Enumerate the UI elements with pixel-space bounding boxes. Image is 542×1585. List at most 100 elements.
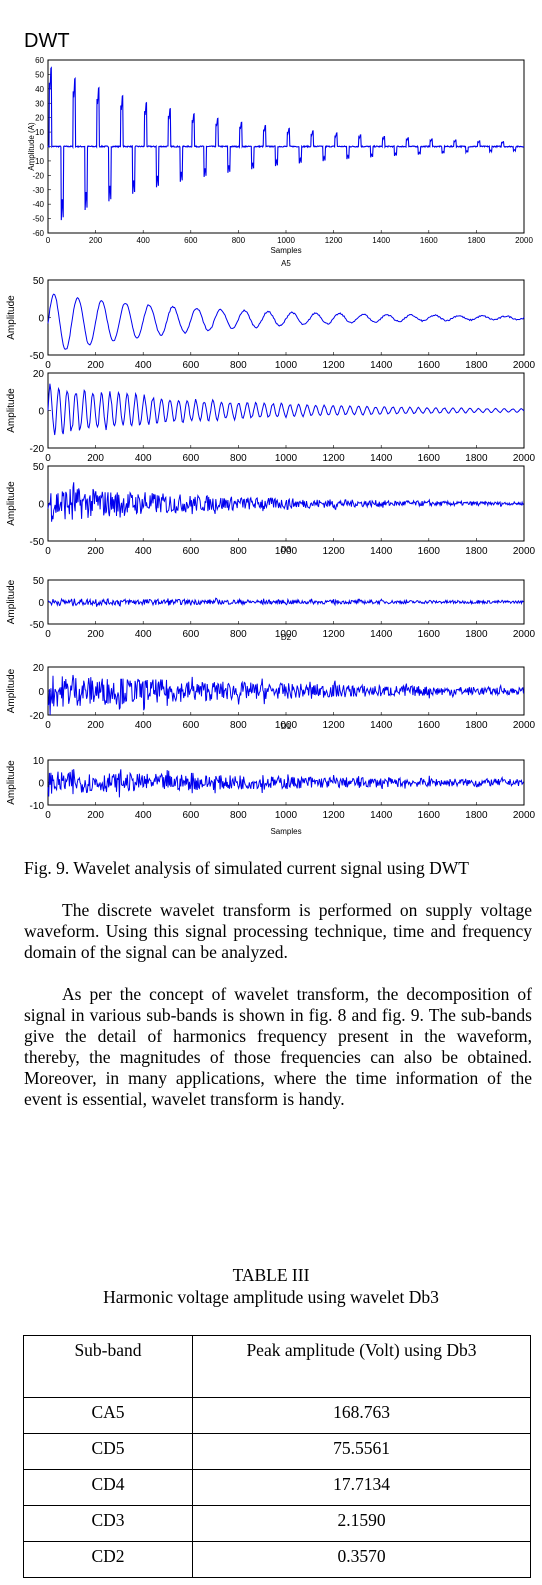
y-tick-label: 0 xyxy=(38,687,44,698)
y-tick-label: 20 xyxy=(35,114,44,123)
x-tick-label: 600 xyxy=(182,453,199,464)
x-tick-label: 1800 xyxy=(468,236,486,245)
x-tick-label: 1200 xyxy=(322,629,345,640)
x-tick-label: 1000 xyxy=(277,236,295,245)
x-tick-label: 200 xyxy=(87,453,104,464)
x-tick-label: 200 xyxy=(89,236,103,245)
y-tick-label: 0 xyxy=(38,598,44,609)
x-tick-label: 600 xyxy=(182,720,199,731)
y-tick-label: -50 xyxy=(30,351,45,362)
table-cell: CD5 xyxy=(23,1433,193,1470)
x-tick-label: 1200 xyxy=(322,546,345,557)
paragraph-1: The discrete wavelet transform is perfor… xyxy=(24,900,532,962)
x-tick-label: 600 xyxy=(182,546,199,557)
signal-line xyxy=(47,674,524,715)
x-tick-label: 1800 xyxy=(465,360,488,371)
table-row: CA5 168.763 xyxy=(23,1397,531,1434)
x-tick-label: 800 xyxy=(230,546,247,557)
table-row: CD5 75.5561 xyxy=(23,1433,531,1470)
x-tick-label: 2000 xyxy=(513,360,536,371)
x-tick-label: 1600 xyxy=(418,546,441,557)
x-tick-label: 1000 xyxy=(275,453,298,464)
table-title: TABLE III xyxy=(232,1265,310,1285)
x-tick-label: 400 xyxy=(137,236,151,245)
signal-line xyxy=(47,383,525,436)
subplot-frame xyxy=(47,372,525,449)
x-tick-label: 200 xyxy=(87,720,104,731)
y-tick-label: -40 xyxy=(32,200,44,209)
y-axis-label: Amplitude xyxy=(6,481,17,526)
x-tick-label: 800 xyxy=(230,453,247,464)
table-cell: 168.763 xyxy=(192,1397,531,1434)
x-tick-label: 1000 xyxy=(275,546,298,557)
table-row: CD4 17.7134 xyxy=(23,1469,531,1506)
x-tick-label: 400 xyxy=(135,360,152,371)
y-axis-label: Amplitude xyxy=(6,295,17,340)
y-tick-label: -60 xyxy=(32,229,44,238)
table-cell: 75.5561 xyxy=(192,1433,531,1470)
subplot-frame xyxy=(47,279,525,356)
x-tick-label: 0 xyxy=(45,453,51,464)
x-tick-label: 200 xyxy=(87,629,104,640)
table-cell: CD3 xyxy=(23,1505,193,1542)
subplot-label: D1 xyxy=(281,722,292,731)
x-tick-label: 1200 xyxy=(322,453,345,464)
y-tick-label: 50 xyxy=(33,576,45,587)
figure-caption: Fig. 9. Wavelet analysis of simulated cu… xyxy=(24,858,469,878)
x-tick-label: 1400 xyxy=(370,546,393,557)
x-tick-label: 800 xyxy=(230,720,247,731)
x-tick-label: 400 xyxy=(135,629,152,640)
x-tick-label: 1400 xyxy=(370,360,393,371)
x-tick-label: 1400 xyxy=(370,629,393,640)
y-tick-label: -10 xyxy=(32,157,44,166)
x-tick-label: 1400 xyxy=(372,236,390,245)
x-tick-label: 1800 xyxy=(465,453,488,464)
x-tick-label: 800 xyxy=(230,810,247,821)
x-tick-label: 2000 xyxy=(513,546,536,557)
x-tick-label: 0 xyxy=(45,546,51,557)
x-tick-label: 0 xyxy=(45,360,51,371)
y-tick-label: 20 xyxy=(33,663,45,674)
y-tick-label: 0 xyxy=(38,779,44,790)
table-cell: 2.1590 xyxy=(192,1505,531,1542)
table-cell: CD4 xyxy=(23,1469,193,1506)
subplot-title: A5 xyxy=(281,259,291,268)
x-tick-label: 200 xyxy=(87,360,104,371)
signal-line xyxy=(47,293,525,350)
y-tick-label: -20 xyxy=(32,171,44,180)
y-tick-label: -10 xyxy=(30,801,45,812)
x-tick-label: 2000 xyxy=(513,810,536,821)
x-tick-label: 800 xyxy=(230,360,247,371)
header-peak-amplitude: Peak amplitude (Volt) using Db3 xyxy=(192,1335,531,1398)
subplot-label: Samples xyxy=(270,827,301,836)
y-tick-label: 0 xyxy=(38,500,44,511)
x-tick-label: 1800 xyxy=(465,546,488,557)
x-tick-label: 1200 xyxy=(322,810,345,821)
y-tick-label: 10 xyxy=(33,756,45,767)
signal-line xyxy=(47,66,525,221)
x-tick-label: 1000 xyxy=(275,629,298,640)
header-subband: Sub-band xyxy=(23,1335,193,1398)
y-tick-label: -30 xyxy=(32,186,44,195)
signal-line xyxy=(47,769,524,798)
signal-line xyxy=(47,482,524,522)
x-tick-label: 800 xyxy=(230,629,247,640)
harmonic-table: Sub-band Peak amplitude (Volt) using Db3… xyxy=(23,1335,531,1578)
y-tick-label: -50 xyxy=(32,215,44,224)
y-tick-label: -20 xyxy=(30,711,45,722)
x-tick-label: 1200 xyxy=(325,236,343,245)
y-axis-label: Amplitude xyxy=(6,579,17,624)
x-tick-label: 1400 xyxy=(370,453,393,464)
x-tick-label: 400 xyxy=(135,453,152,464)
x-tick-label: 200 xyxy=(87,810,104,821)
x-tick-label: 1600 xyxy=(418,453,441,464)
x-tick-label: 1400 xyxy=(370,720,393,731)
y-axis-label: Amplitude (A) xyxy=(27,122,36,171)
subplot-label: D3 xyxy=(281,545,292,554)
x-tick-label: 400 xyxy=(135,546,152,557)
x-tick-label: 1600 xyxy=(418,629,441,640)
y-tick-label: -50 xyxy=(30,537,45,548)
y-tick-label: -20 xyxy=(30,444,45,455)
x-tick-label: 1000 xyxy=(275,720,298,731)
